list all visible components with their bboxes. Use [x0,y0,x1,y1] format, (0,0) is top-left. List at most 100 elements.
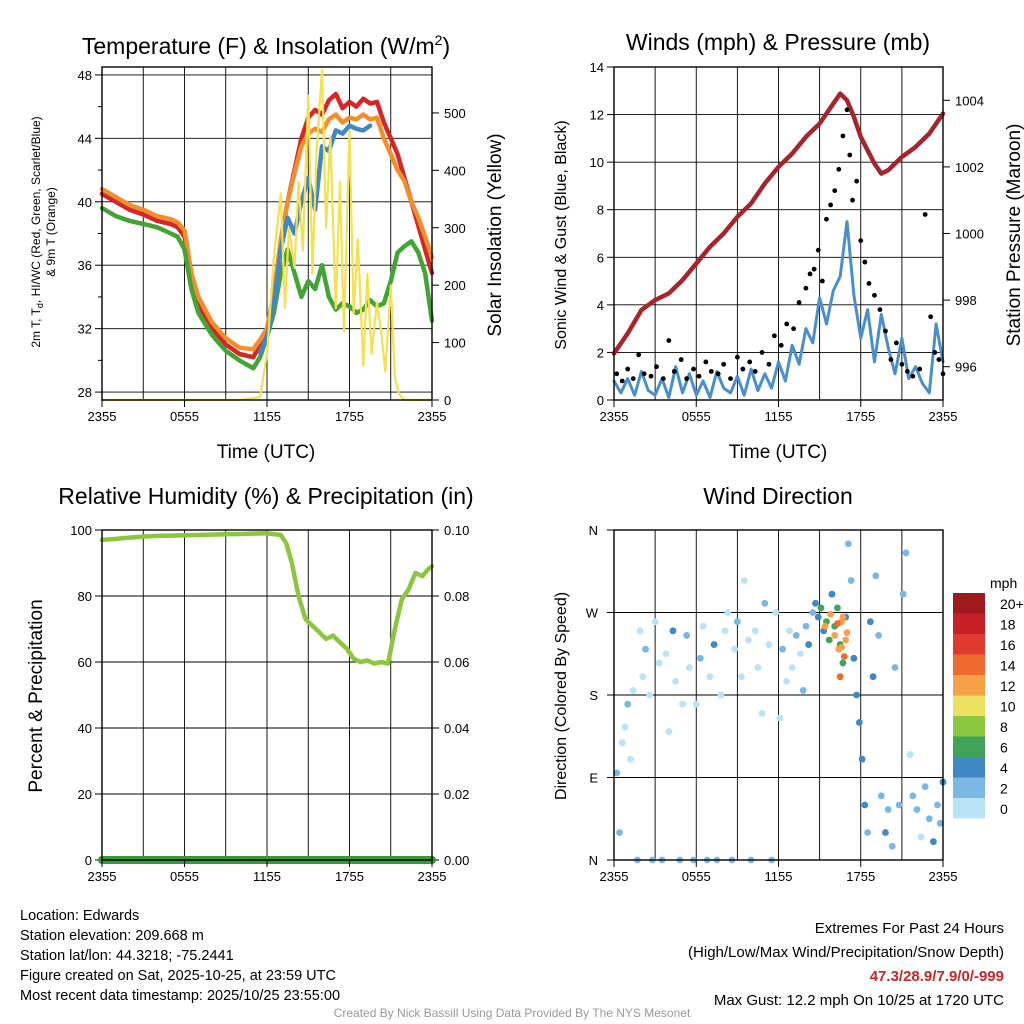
direction-point [882,829,889,836]
charts-canvas: Temperature (F) & Insolation (W/m2) Time… [26,29,1024,884]
direction-point [738,673,745,681]
direction-point [665,728,673,736]
gust-point [678,357,684,362]
y2-tick-label: 300 [444,221,466,236]
gust-point [784,321,790,327]
gust-point [836,166,842,172]
temperature-ylabel-line2: & 9m T (Orange) [44,187,58,277]
series-station-pressure [611,91,946,356]
y2-tick-label: 0.00 [444,853,469,868]
x-tick-label: 1155 [253,869,281,884]
direction-point [772,609,780,616]
gust-point [807,271,813,277]
gust-point [671,369,677,374]
direction-point [744,636,752,644]
gust-point [747,359,753,365]
y-tick-label: 28 [78,385,92,400]
y2-tick-label: 500 [444,106,466,121]
direction-point [936,819,944,827]
direction-point [805,641,813,648]
direction-point [843,629,851,637]
gust-point [728,376,733,381]
station-location: Location: Edwards [20,908,140,924]
direction-point [624,700,632,708]
direction-point [861,801,869,809]
temperature-xlabel: Time (UTC) [217,442,316,463]
direction-point [754,664,762,671]
humidity-ylabel: Percent & Precipitation [26,599,47,792]
gust-point [791,326,796,332]
gust-point [893,340,899,346]
direction-point [721,627,729,635]
direction-point [639,673,647,681]
y2-tick-label: 100 [444,336,466,351]
direction-point [869,673,877,681]
direction-point [776,714,784,722]
legend-label: 6 [1000,740,1008,756]
gust-point [824,216,829,222]
gust-point [854,178,860,184]
y2-tick-label: 1000 [955,227,984,242]
temperature-panel: Temperature (F) & Insolation (W/m2) Time… [29,32,506,463]
figure-created: Figure created on Sat, 2025-10-25, at 23… [20,968,336,984]
gust-point [819,278,825,284]
gust-point [877,307,883,313]
y-tick-label: 10 [590,155,604,170]
legend-swatch [953,613,985,634]
gust-point [904,369,910,374]
legend-swatch [953,736,985,757]
gust-point [734,354,740,360]
direction-point [836,673,844,681]
gust-point [691,366,696,372]
x-tick-label: 2355 [600,409,629,424]
plot-frame [101,529,433,861]
direction-point [906,751,914,758]
direction-point [875,632,882,639]
direction-point [840,653,848,660]
station-info: Location: Edwards Station elevation: 209… [20,906,340,1006]
gust-point [614,371,620,377]
station-elevation: Station elevation: 209.668 m [20,928,204,944]
winds-ylabel: Sonic Wind & Gust (Blue, Black) [553,120,570,349]
gust-point [636,352,642,358]
direction-point [629,687,637,694]
direction-point [899,590,907,598]
y-tick-label: 60 [78,655,92,670]
direction-point [696,654,704,662]
gust-point [899,361,905,367]
y-tick-label: 32 [78,322,92,337]
direction-point [636,627,644,635]
y-tick-label: N [589,523,598,538]
y2-tick-label: 0.08 [444,589,469,604]
legend-swatch [953,654,985,675]
direction-point [731,645,739,653]
direction-point [779,645,787,653]
gust-point [850,197,855,203]
legend-swatch [953,757,985,778]
direction-point [934,801,941,809]
gust-point [666,338,672,343]
direction-point [834,620,841,627]
direction-point [864,829,872,836]
direction-point [891,664,899,671]
x-tick-label: 1155 [253,409,281,424]
series-sonic-wind [612,220,945,400]
x-tick-label: 0555 [170,869,199,884]
y2-tick-label: 0.06 [444,655,469,670]
direction-point [921,783,929,791]
x-tick-label: 1755 [846,869,875,884]
legend-label: 12 [1000,678,1016,694]
extremes-heading: Extremes For Past 24 Hours [814,920,1004,937]
gust-point [766,361,772,367]
gust-point [844,107,850,113]
gust-point [641,371,647,377]
direction-point [831,632,839,639]
y-tick-label: 40 [78,195,92,210]
y-tick-label: 44 [78,131,92,146]
x-tick-label: 2355 [88,409,117,424]
y2-tick-label: 0 [444,393,451,408]
y-tick-label: 100 [70,523,92,538]
direction-point [765,641,773,648]
legend-swatch [953,777,985,798]
gust-point [778,342,784,348]
